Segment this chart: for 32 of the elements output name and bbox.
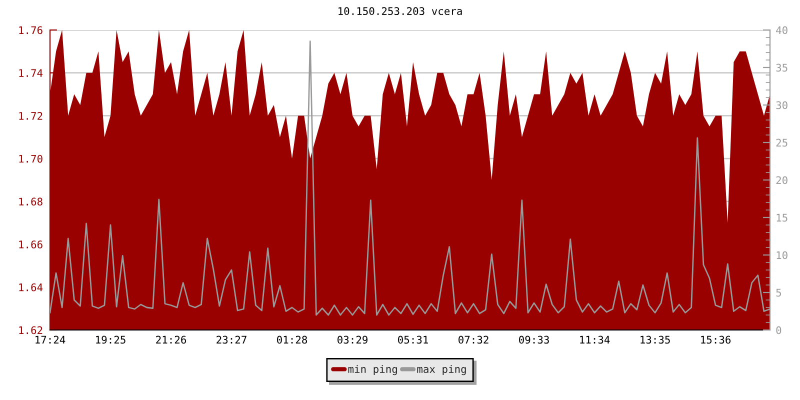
y2-tick-label: 5 [776,288,781,297]
x-tick-label: 13:35 [640,336,670,344]
y-tick-label: 1.66 [19,240,42,248]
x-tick-label: 23:27 [216,336,246,344]
y2-tick-label: 20 [776,176,788,184]
y-tick-label: 1.76 [19,26,42,34]
x-tick-label: 03:29 [338,336,368,344]
x-tick-label: 01:28 [277,336,308,344]
x-tick-label: 21:26 [156,336,186,344]
x-tick-label: 15:36 [701,336,731,344]
legend-label: min ping [348,364,397,376]
y2-tick-label: 0 [776,326,782,334]
y2-tick-label: 10 [776,251,788,260]
y2-tick-label: 25 [776,138,788,147]
y-tick-label: 1.74 [19,69,43,77]
x-tick-label: 05:31 [398,336,428,344]
x-tick-label: 17:24 [36,336,66,344]
x-tick-label: 19:25 [96,336,126,344]
x-tick-label: 09:33 [519,336,549,344]
y-tick-label: 1.68 [19,198,42,206]
y-tick-label: 1.62 [19,326,42,334]
y2-tick-label: 40 [776,26,788,34]
x-tick-label: 07:32 [458,336,488,344]
y-tick-label: 1.64 [19,283,43,292]
chart-title: 10.150.253.203 vcera [338,7,462,16]
y2-tick-label: 30 [776,101,788,110]
y-tick-label: 1.70 [19,154,42,163]
y2-tick-label: 35 [776,64,788,72]
y-tick-label: 1.72 [19,112,42,120]
y2-tick-label: 15 [776,214,788,222]
x-tick-label: 11:34 [580,336,610,344]
legend-label: max ping [417,364,466,376]
